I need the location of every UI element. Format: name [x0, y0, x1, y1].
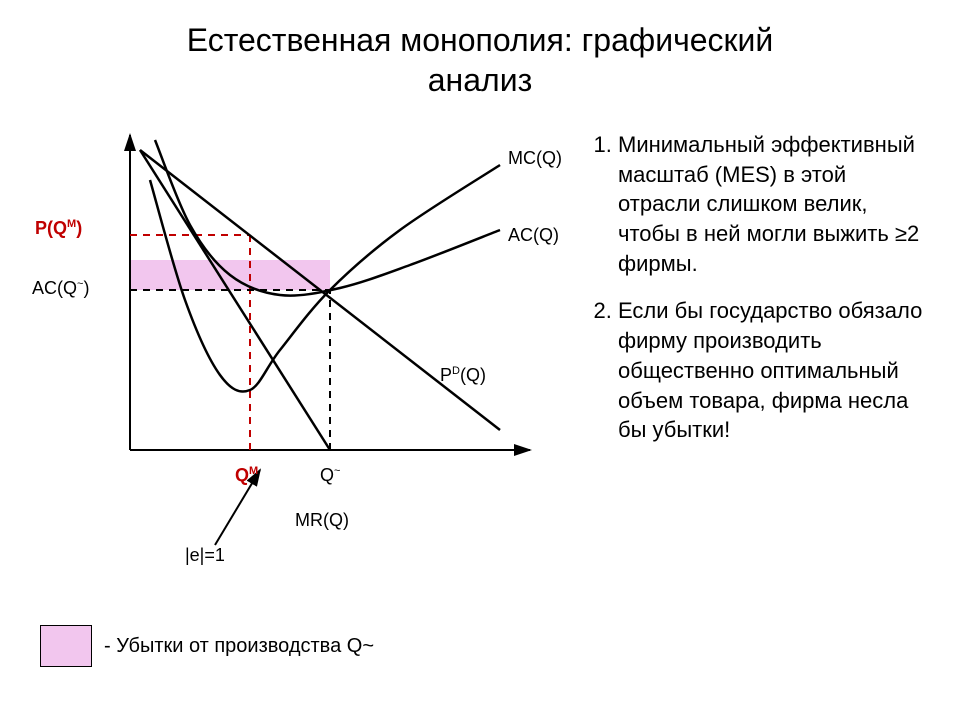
- legend-swatch: [40, 625, 92, 667]
- label-mr: MR(Q): [295, 510, 349, 531]
- label-p-qm: P(QM): [35, 218, 82, 239]
- chart-area: MC(Q) AC(Q) PD(Q) MR(Q) P(QM) AC(Q~) QM …: [40, 130, 560, 550]
- label-qm: QM: [235, 465, 258, 486]
- title-line-1: Естественная монополия: графический: [187, 22, 774, 58]
- chart-svg: [40, 130, 560, 550]
- label-e1: |e|=1: [185, 545, 225, 566]
- label-qt: Q~: [320, 465, 340, 486]
- title-line-2: анализ: [428, 62, 532, 98]
- label-pd: PD(Q): [440, 365, 486, 386]
- label-mc: MC(Q): [508, 148, 562, 169]
- label-ac-qt: AC(Q~): [32, 278, 89, 299]
- legend: - Убытки от производства Q~: [40, 625, 374, 667]
- bullet-1: Минимальный эффективный масштаб (MES) в …: [618, 130, 930, 278]
- bullet-2: Если бы государство обязало фирму произв…: [618, 296, 930, 444]
- right-text-block: Минимальный эффективный масштаб (MES) в …: [590, 130, 930, 463]
- legend-text: - Убытки от производства Q~: [104, 635, 374, 658]
- slide-title: Естественная монополия: графический анал…: [0, 20, 960, 100]
- label-ac: AC(Q): [508, 225, 559, 246]
